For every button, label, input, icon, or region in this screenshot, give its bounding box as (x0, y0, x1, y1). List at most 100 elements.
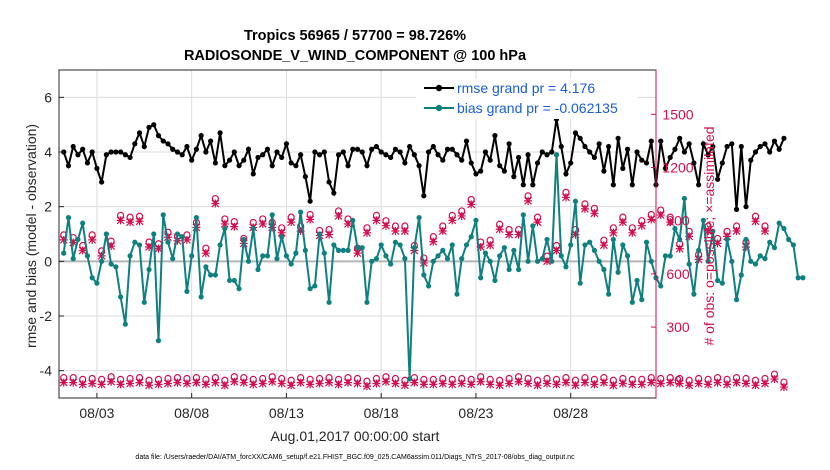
rmse-point (563, 171, 569, 177)
obs-top-assimilated (628, 228, 637, 237)
rmse-point (89, 149, 95, 155)
obs-bottom-assimilated (372, 379, 381, 388)
obs-bottom-assimilated (107, 377, 116, 386)
rmse-point (781, 135, 787, 141)
rmse-point (245, 146, 252, 152)
rmse-point (568, 160, 574, 166)
rmse-point (700, 141, 706, 147)
rmse-point (99, 179, 105, 185)
bias-point (710, 228, 716, 234)
bias-point (549, 258, 555, 264)
bias-point (444, 256, 451, 262)
bias-point (378, 242, 384, 248)
bias-point (752, 261, 759, 267)
rmse-point (710, 143, 716, 150)
obs-top-assimilated (173, 236, 182, 245)
rmse-point (487, 157, 493, 163)
rmse-point (316, 152, 323, 158)
x-axis-label: Aug.01,2017 00:00:00 start (271, 428, 440, 444)
bias-point (624, 253, 631, 259)
rmse-point (65, 163, 72, 169)
bias-point (459, 256, 465, 262)
bias-point (606, 291, 612, 297)
bias-point (80, 220, 86, 226)
rmse-point (369, 146, 375, 152)
obs-bottom-assimilated (666, 378, 675, 387)
rmse-point (155, 133, 162, 139)
obs-bottom-assimilated (467, 380, 476, 389)
rmse-point (478, 168, 484, 174)
bias-point (681, 195, 688, 202)
rmse-point (459, 157, 465, 163)
obs-bottom-assimilated (325, 378, 334, 387)
bias-point (790, 242, 797, 248)
rmse-point (260, 152, 266, 158)
obs-top-assimilated (524, 196, 533, 205)
legend-bias-label: bias grand pr = -0.062135 (457, 100, 618, 116)
bias-point (113, 264, 119, 270)
rmse-point (615, 135, 621, 141)
rmse-point (307, 198, 313, 204)
bias-point (449, 242, 455, 248)
bias-point (534, 258, 541, 264)
rmse-point (250, 171, 256, 177)
bias-point (302, 247, 308, 253)
bias-point (771, 245, 778, 251)
y-left-tick-label: 4 (44, 144, 52, 160)
rmse-point (672, 146, 678, 152)
bias-point (217, 242, 223, 248)
bias-point (70, 256, 76, 262)
obs-bottom-assimilated (268, 377, 277, 386)
rmse-point (108, 149, 114, 155)
bias-point (359, 245, 365, 251)
x-tick-label: 08/18 (364, 405, 399, 421)
obs-bottom-assimilated (182, 379, 191, 388)
rmse-point (662, 165, 669, 171)
bias-point (117, 294, 124, 300)
rmse-point (501, 168, 507, 174)
obs-top-assimilated (760, 227, 769, 236)
bias-point (658, 283, 664, 289)
bias-point (781, 225, 787, 232)
bias-point (170, 256, 176, 262)
bias-point (667, 253, 673, 259)
bias-point (776, 220, 782, 226)
bias-point (89, 275, 95, 281)
rmse-point (582, 143, 588, 150)
y-axis-left-label: rmse and bias (model - observation) (23, 124, 39, 348)
rmse-point (179, 152, 185, 158)
bias-point (236, 286, 242, 292)
bias-point (501, 245, 507, 251)
obs-bottom-assimilated (391, 379, 400, 388)
obs-bottom-assimilated (732, 378, 741, 387)
obs-top-assimilated (126, 218, 135, 227)
obs-top-assimilated (618, 218, 627, 227)
rmse-point (203, 149, 209, 155)
rmse-point (70, 143, 76, 150)
rmse-point (350, 146, 356, 152)
bias-point (440, 247, 446, 253)
obs-top-assimilated (182, 235, 191, 244)
axes: -4 -2 0 2 4 6 0 300 600 900 1200 1500 08/03 08/08 08/1… (40, 69, 694, 421)
bias-point (151, 231, 157, 237)
bias-point (558, 253, 564, 259)
obs-bottom-assimilated (230, 377, 239, 386)
obs-top-assimilated (135, 217, 144, 226)
rmse-point (606, 143, 612, 150)
rmse-point (468, 160, 474, 166)
y-left-tick-label: -4 (40, 363, 53, 379)
plot-frame (58, 69, 657, 399)
bias-point (184, 288, 190, 294)
y-right-tick-label: 1200 (662, 160, 693, 176)
y-left-tick-label: -2 (40, 308, 53, 324)
rmse-point (572, 130, 579, 136)
rmse-point (748, 157, 754, 163)
rmse-point (165, 141, 171, 147)
obs-bottom-assimilated (163, 379, 172, 388)
rmse-point (449, 146, 455, 152)
obs-top-assimilated (429, 237, 438, 246)
obs-bottom-assimilated (552, 380, 561, 389)
rmse-point (724, 143, 730, 150)
rmse-point (454, 152, 460, 158)
rmse-point (624, 146, 631, 152)
